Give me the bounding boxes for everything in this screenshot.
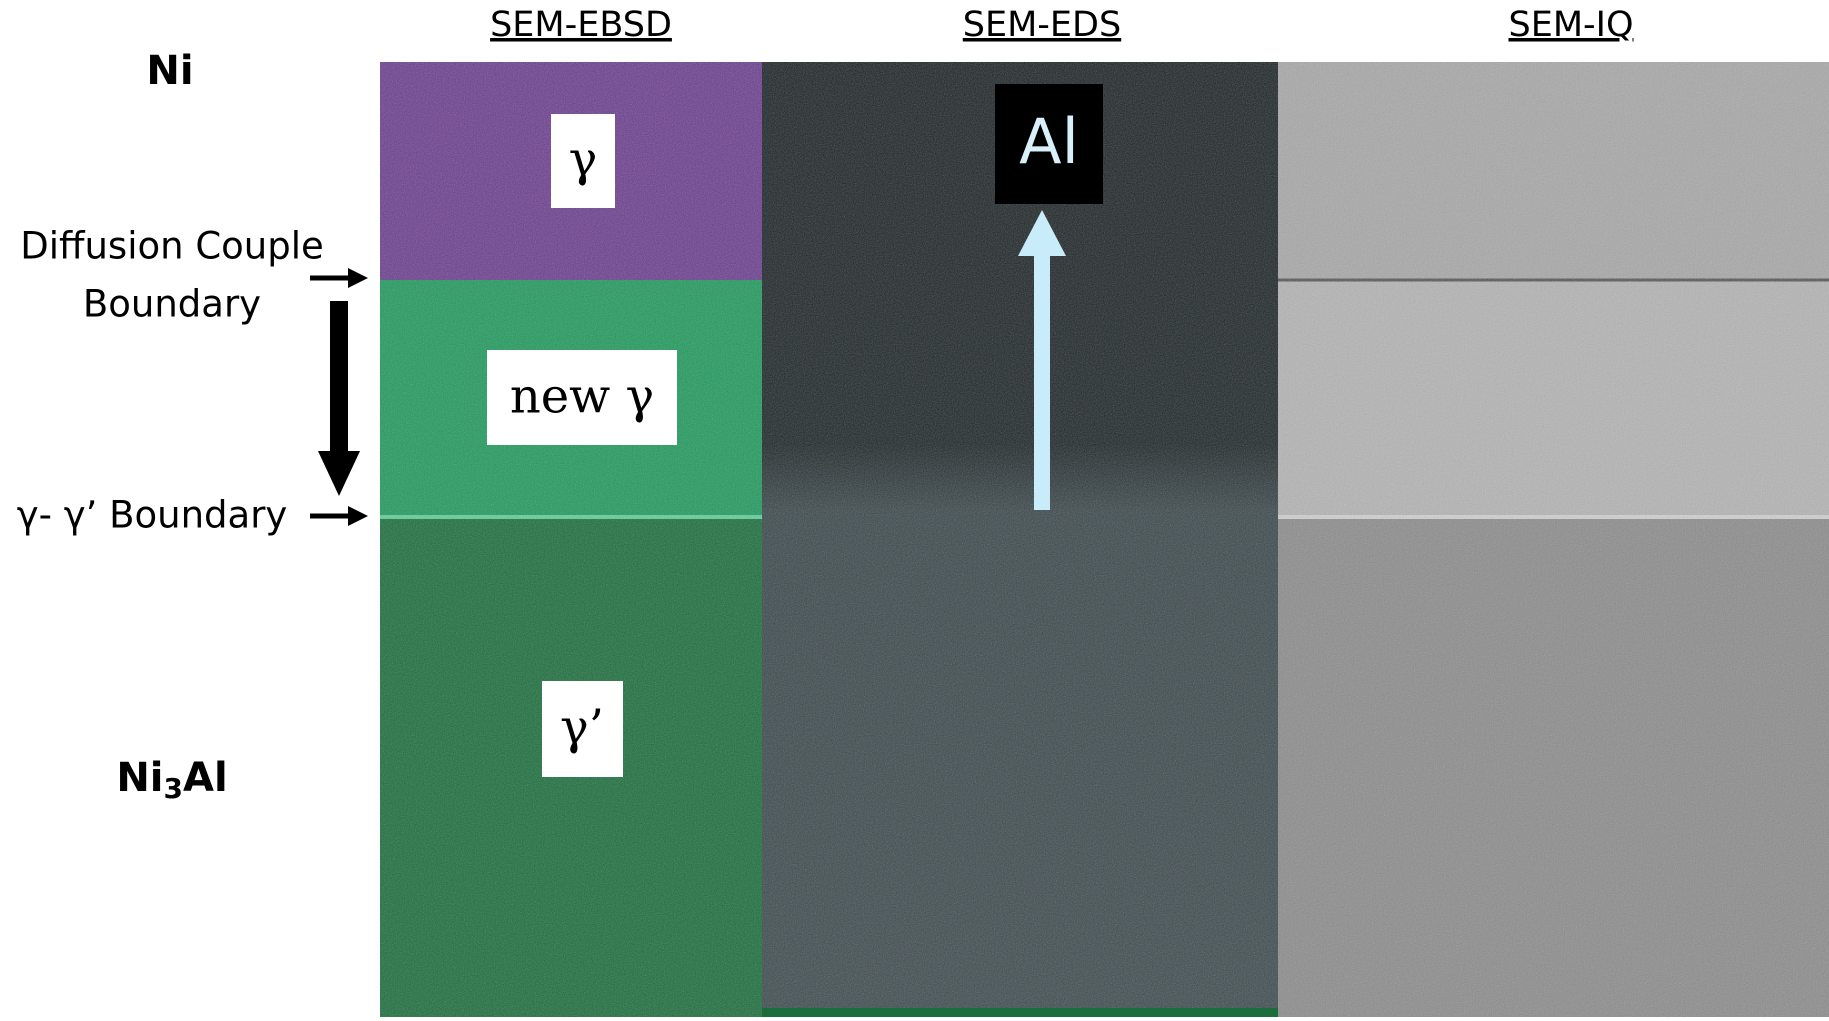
phase-label: γ	[569, 132, 598, 188]
side-label: Ni3Al	[116, 755, 227, 805]
column-header: SEM-EBSD	[490, 5, 672, 45]
figure: SEM-EBSD SEM-EDS SEM-IQ Ni Diffusion Cou…	[0, 0, 1829, 1017]
column-header: SEM-EDS	[963, 5, 1121, 45]
side-label: γ- γ’ Boundary	[17, 494, 288, 537]
arrow	[318, 451, 360, 496]
page: SEM-EBSD SEM-EDS SEM-IQ Ni Diffusion Cou…	[0, 0, 1829, 1017]
phase-label: new γ	[510, 369, 654, 425]
element-label: Al	[1019, 105, 1079, 178]
side-label: Diffusion Couple	[20, 225, 324, 268]
phase-label: γ’	[560, 700, 604, 756]
column-header: SEM-IQ	[1508, 5, 1633, 45]
side-label: Ni	[146, 48, 193, 94]
subscript: 3	[164, 772, 183, 805]
arrow	[1034, 252, 1050, 510]
iq-panel	[1278, 62, 1829, 1017]
label-part: Ni	[116, 755, 163, 801]
side-label: Boundary	[83, 283, 261, 326]
eds-panel	[762, 62, 1278, 1017]
arrow	[330, 301, 348, 451]
label-part: Al	[183, 755, 228, 801]
